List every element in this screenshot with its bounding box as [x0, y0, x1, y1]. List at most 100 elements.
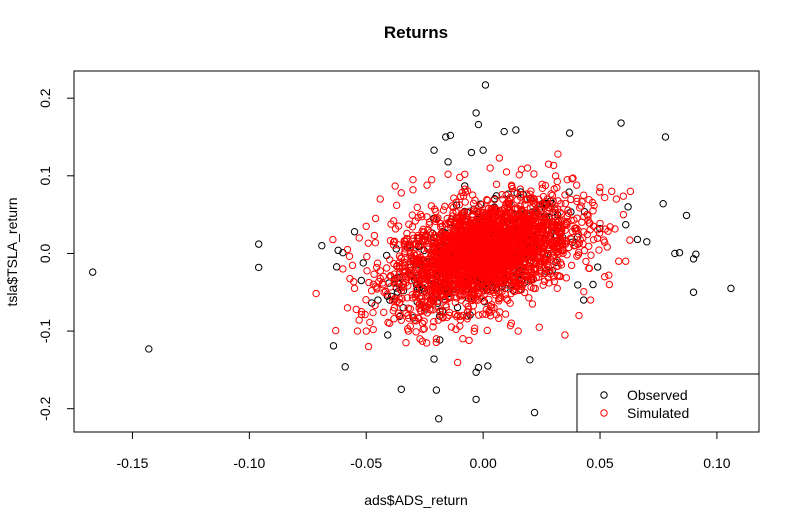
simulated-point	[445, 260, 454, 269]
observed-point	[675, 248, 684, 257]
simulated-point	[363, 252, 371, 261]
simulated-point	[455, 219, 464, 227]
simulated-point	[553, 284, 561, 293]
simulated-point	[562, 236, 570, 244]
simulated-point	[381, 287, 390, 296]
observed-point	[382, 251, 391, 260]
simulated-point	[483, 209, 491, 218]
simulated-point	[444, 259, 452, 268]
simulated-point	[450, 194, 458, 202]
simulated-point	[538, 180, 546, 189]
simulated-point	[502, 199, 510, 208]
simulated-point	[511, 238, 520, 246]
simulated-point	[404, 304, 412, 312]
simulated-point	[479, 310, 487, 318]
simulated-point	[492, 287, 501, 295]
simulated-point	[418, 298, 426, 306]
simulated-point	[498, 190, 506, 199]
simulated-point	[445, 308, 454, 317]
simulated-point	[567, 261, 576, 270]
simulated-point	[438, 232, 447, 240]
simulated-point	[486, 302, 495, 311]
simulated-point	[441, 251, 450, 259]
simulated-point	[434, 214, 442, 222]
simulated-point	[537, 206, 545, 215]
simulated-point	[561, 240, 570, 248]
simulated-point	[526, 190, 534, 198]
simulated-point	[437, 245, 446, 254]
x-axis: -0.15 -0.10 -0.05 0.00 0.05 0.10	[116, 431, 731, 471]
simulated-point	[504, 239, 512, 248]
simulated-point	[499, 212, 507, 220]
simulated-point	[600, 193, 609, 202]
simulated-point	[596, 183, 604, 192]
simulated-point	[524, 262, 533, 271]
simulated-point	[515, 286, 523, 295]
simulated-point	[391, 182, 399, 190]
simulated-point	[447, 323, 456, 331]
simulated-point	[622, 257, 630, 265]
simulated-point	[491, 279, 499, 288]
simulated-point	[432, 274, 440, 283]
simulated-point	[524, 276, 533, 285]
simulated-point	[460, 208, 469, 216]
simulated-point	[437, 254, 445, 263]
simulated-point	[587, 251, 595, 259]
simulated-point	[414, 213, 422, 222]
simulated-point	[490, 195, 499, 204]
simulated-point	[369, 308, 377, 317]
simulated-point	[608, 187, 616, 196]
simulated-point	[471, 324, 479, 332]
simulated-point	[529, 265, 538, 274]
simulated-point	[416, 242, 425, 250]
simulated-point	[462, 299, 470, 308]
simulated-point	[427, 279, 436, 288]
simulated-point	[520, 233, 528, 241]
simulated-point	[579, 191, 588, 199]
observed-point	[384, 331, 392, 339]
simulated-point	[422, 303, 431, 311]
simulated-point	[364, 342, 373, 351]
simulated-point	[525, 294, 533, 302]
simulated-point	[400, 236, 408, 245]
simulated-point	[533, 231, 541, 239]
simulated-point	[539, 281, 547, 289]
simulated-point	[510, 287, 518, 296]
observed-point	[671, 249, 679, 258]
simulated-point	[345, 252, 354, 261]
simulated-point	[427, 269, 435, 277]
y-axis: -0.2 -0.1 0.0 0.1 0.2	[37, 88, 75, 421]
observed-point	[689, 288, 698, 296]
simulated-point	[499, 195, 507, 203]
simulated-point	[554, 150, 562, 158]
simulated-point	[387, 271, 395, 280]
simulated-point	[418, 265, 427, 273]
simulated-point	[429, 245, 437, 254]
observed-point	[643, 238, 651, 246]
simulated-point	[448, 202, 456, 210]
simulated-point	[532, 259, 541, 268]
simulated-point	[475, 225, 484, 233]
simulated-point	[389, 307, 397, 315]
simulated-point	[434, 262, 442, 270]
simulated-point	[562, 274, 571, 282]
simulated-point	[332, 326, 340, 335]
simulated-point	[413, 280, 421, 288]
simulated-point	[451, 298, 459, 307]
simulated-point	[386, 256, 394, 264]
simulated-point	[485, 221, 493, 230]
simulated-point	[548, 191, 557, 200]
simulated-point	[557, 261, 566, 269]
simulated-point	[469, 238, 477, 247]
observed-point	[453, 303, 462, 312]
simulated-point	[413, 265, 421, 274]
simulated-point	[421, 238, 430, 246]
simulated-point	[593, 234, 602, 242]
simulated-point	[508, 184, 517, 193]
simulated-point	[394, 277, 402, 285]
simulated-point	[452, 285, 461, 293]
simulated-point	[577, 202, 585, 210]
simulated-point	[408, 312, 417, 320]
simulated-point	[445, 294, 453, 302]
simulated-point	[567, 235, 576, 243]
